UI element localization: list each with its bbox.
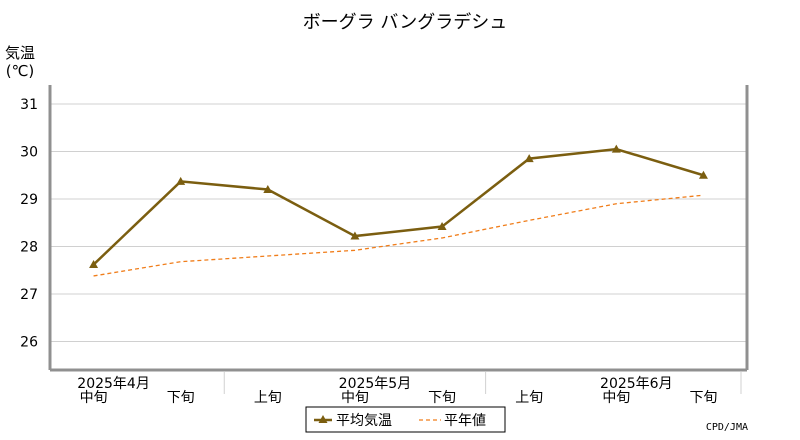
x-tick-label: 中旬	[80, 390, 108, 406]
y-tick-label: 29	[20, 192, 38, 208]
y-tick-label: 28	[20, 240, 38, 256]
data-point-marker	[176, 176, 186, 185]
x-tick-label: 上旬	[254, 390, 282, 406]
y-tick-label: 31	[20, 97, 38, 113]
data-point-marker	[611, 144, 621, 153]
credit-text: CPD/JMA	[706, 422, 748, 433]
legend-avg-label: 平均気温	[336, 413, 392, 429]
x-month-label: 2025年4月	[77, 376, 150, 392]
y-tick-label: 30	[20, 145, 38, 161]
x-tick-label: 下旬	[428, 390, 456, 406]
data-point-marker	[698, 170, 708, 179]
series-normal-line	[93, 194, 704, 277]
data-point-marker	[524, 154, 534, 163]
gridlines	[50, 103, 747, 342]
data-point-marker	[89, 260, 99, 269]
x-tick-label: 上旬	[515, 390, 543, 406]
y-tick-label: 27	[20, 287, 38, 303]
chart-title: ボーグラ バングラデシュ	[303, 12, 508, 33]
plot-area	[50, 85, 747, 370]
y-tick-labels: 26 27 28 29 30 31	[20, 97, 38, 351]
x-tick-label: 下旬	[167, 390, 195, 406]
data-point-marker	[437, 222, 447, 231]
x-axis-labels: 中旬 下旬 上旬 中旬 下旬 上旬 中旬 下旬 2025年4月 2025年5月 2025年6月	[77, 372, 742, 406]
x-tick-label: 中旬	[602, 390, 630, 406]
series-avg-line	[92, 147, 704, 266]
legend-normal-label: 平年値	[444, 413, 486, 429]
data-point-marker	[263, 185, 273, 193]
x-month-label: 2025年5月	[339, 376, 412, 392]
y-axis-label: 気温	[5, 44, 35, 62]
x-tick-label: 中旬	[341, 390, 369, 406]
series-layer	[89, 144, 708, 277]
legend: 平均気温 平年値	[305, 406, 506, 433]
legend-box	[305, 406, 506, 433]
y-axis-unit: (℃)	[6, 62, 35, 80]
legend-avg-marker	[318, 415, 328, 423]
x-tick-label: 下旬	[689, 390, 717, 406]
y-tick-label: 26	[20, 335, 38, 351]
x-month-label: 2025年6月	[600, 376, 673, 392]
data-point-marker	[350, 231, 360, 240]
